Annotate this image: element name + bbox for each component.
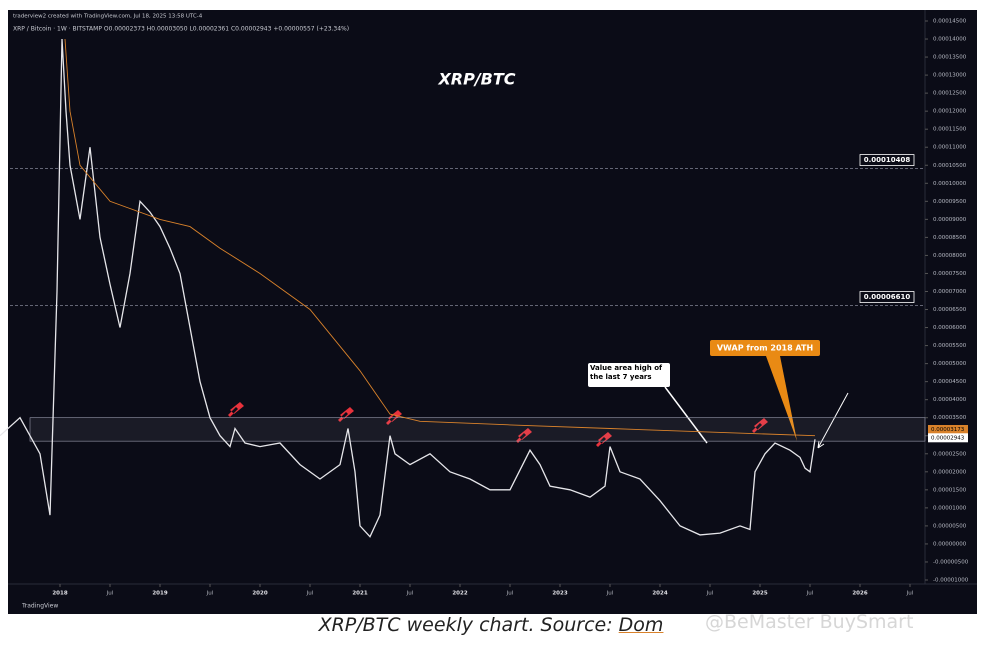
y-tick-label: 0.00007000: [933, 289, 967, 295]
hammer-icons: [228, 402, 768, 447]
y-tick-label: 0.00007500: [933, 271, 967, 277]
y-tick-label: 0.00008000: [933, 253, 967, 259]
x-tick-label: Jul: [206, 591, 214, 597]
x-tick-label: Jul: [906, 591, 914, 597]
x-tick-label: 2025: [752, 591, 767, 597]
x-tick-label: Jul: [706, 591, 714, 597]
header: traderview2 created with TradingView.com…: [13, 14, 203, 20]
y-tick-label: 0.00008500: [933, 235, 967, 241]
x-tick-label: 2026: [852, 591, 867, 597]
annotation-text: VWAP from 2018 ATH: [717, 344, 813, 353]
y-tick-label: -0.00001000: [933, 578, 969, 584]
x-tick-label: Jul: [306, 591, 314, 597]
level-label-box: [859, 291, 915, 303]
y-tick-label: 0.00001000: [933, 505, 967, 511]
hammer-icon: [228, 402, 244, 417]
x-tick-label: Jul: [506, 591, 514, 597]
y-tick-label: 0.00000000: [933, 541, 967, 547]
y-tick-label: 0.00011000: [933, 145, 967, 151]
y-tick-label: 0.00001500: [933, 487, 967, 493]
y-tick-label: 0.00011500: [933, 127, 967, 133]
y-tick-label: 0.00012500: [933, 91, 967, 97]
annotation-box: [588, 363, 670, 387]
source-link[interactable]: Dom: [618, 614, 664, 636]
x-tick-label: 2024: [652, 591, 667, 597]
x-tick-label: 2019: [152, 591, 167, 597]
y-tick-label: 0.00012000: [933, 109, 967, 115]
y-tick-label: 0.00009000: [933, 217, 967, 223]
hammer-icon: [752, 418, 768, 433]
x-tick-label: Jul: [806, 591, 814, 597]
y-tick-label: 0.00013500: [933, 55, 967, 61]
hammer-icon: [596, 432, 612, 447]
price-badge: [928, 425, 968, 435]
y-tick-label: 0.00005500: [933, 343, 967, 349]
x-tick-label: Jul: [106, 591, 114, 597]
x-tick-label: 2020: [252, 591, 267, 597]
arrow: [817, 392, 849, 449]
y-tick-label: 0.00005000: [933, 361, 967, 367]
level-label-box: [859, 154, 915, 166]
y-tick-label: 0.00006000: [933, 325, 967, 331]
annotation-box: [710, 340, 820, 356]
price-badge-label: 0.00002943: [931, 435, 965, 441]
series-line: [64, 38, 816, 437]
level-label: 0.00010408: [864, 156, 911, 164]
hammer-icon: [386, 410, 402, 425]
x-tick-label: 2021: [352, 591, 367, 597]
x-tick-label: 2023: [552, 591, 567, 597]
chart-background: [8, 10, 977, 614]
y-tick-label: 0.00014500: [933, 19, 967, 25]
x-tick-label: 2018: [52, 591, 67, 597]
y-tick-label: 0.00003500: [933, 415, 967, 421]
value-area: [29, 417, 926, 442]
caption: XRP/BTC weekly chart. Source: Dom: [0, 614, 982, 636]
annotation-arrow: [766, 356, 797, 441]
watermark: @BeMaster BuySmart: [705, 611, 914, 633]
y-tick-label: 0.00013000: [933, 73, 967, 79]
level-label: 0.00006610: [864, 293, 911, 301]
caption-text: XRP/BTC weekly chart. Source:: [318, 614, 613, 636]
series-line: [0, 38, 816, 538]
y-tick-label: 0.00004000: [933, 397, 967, 403]
price-badge-label: 0.00003173: [931, 427, 965, 433]
y-tick-label: 0.00000500: [933, 523, 967, 529]
y-tick-label: 0.00010500: [933, 163, 967, 169]
annotation-value-area: Value area high of the last 7 years: [588, 363, 708, 444]
x-tick-label: Jul: [406, 591, 414, 597]
x-tick-label: Jul: [606, 591, 614, 597]
annotation-vwap: VWAP from 2018 ATH: [710, 340, 820, 441]
y-tick-label: 0.00002500: [933, 451, 967, 457]
hammer-icon: [516, 428, 532, 443]
chart-title: XRP/BTC: [437, 70, 515, 89]
price-badge: [928, 433, 968, 443]
annotation-arrow: [664, 386, 708, 444]
hammer-icon: [338, 407, 354, 422]
annotation-text: Value area high of the last 7 years: [590, 364, 663, 381]
legend-line: XRP / Bitcoin · 1W · BITSTAMP O0.0000237…: [13, 26, 349, 33]
chart: traderview2 created with TradingView.com…: [0, 10, 977, 614]
y-tick-label: 0.00014000: [933, 37, 967, 43]
y-tick-label: 0.00010000: [933, 181, 967, 187]
annotation-wrap: Value area high of the last 7 years: [590, 364, 663, 381]
y-tick-label: 0.00009500: [933, 199, 967, 205]
brand: TradingView: [21, 603, 58, 610]
y-tick-label: 0.00004500: [933, 379, 967, 385]
y-tick-label: -0.00000500: [933, 559, 969, 565]
x-tick-label: 2022: [452, 591, 467, 597]
y-tick-label: 0.00006500: [933, 307, 967, 313]
y-tick-label: 0.00002000: [933, 469, 967, 475]
